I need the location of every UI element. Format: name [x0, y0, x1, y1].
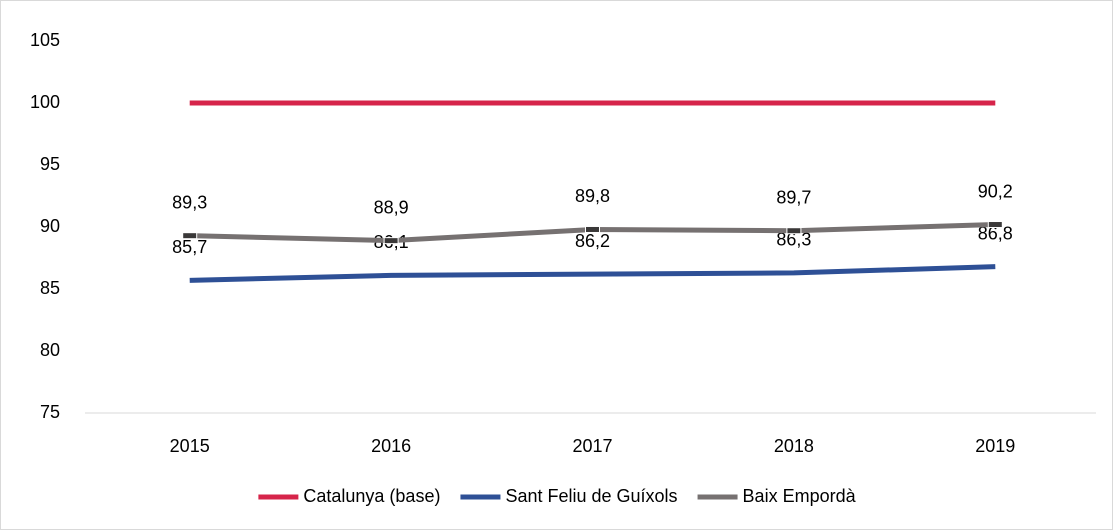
- point-marker: [585, 225, 600, 233]
- legend-label: Catalunya (base): [303, 486, 440, 506]
- x-tick-label: 2018: [774, 436, 814, 456]
- legend-item: Baix Empordà: [697, 486, 857, 506]
- legend-item: Catalunya (base): [258, 486, 440, 506]
- data-label: 89,3: [172, 192, 207, 212]
- y-tick-label: 105: [30, 30, 60, 50]
- y-tick-label: 100: [30, 92, 60, 112]
- x-tick-label: 2019: [975, 436, 1015, 456]
- y-tick-label: 75: [40, 402, 60, 422]
- data-label: 86,3: [776, 230, 811, 250]
- y-tick-label: 95: [40, 154, 60, 174]
- x-tick-label: 2017: [572, 436, 612, 456]
- data-label: 86,8: [978, 223, 1013, 243]
- data-label: 89,8: [575, 186, 610, 206]
- x-tick-label: 2015: [170, 436, 210, 456]
- point-marker: [786, 227, 802, 235]
- legend-label: Sant Feliu de Guíxols: [505, 486, 677, 506]
- y-tick-label: 90: [40, 216, 60, 236]
- data-label: 90,2: [978, 181, 1013, 201]
- y-tick-label: 85: [40, 278, 60, 298]
- point-marker: [182, 232, 198, 240]
- x-tick-label: 2016: [371, 436, 411, 456]
- legend-item: Sant Feliu de Guíxols: [460, 486, 678, 506]
- point-marker: [987, 221, 1003, 229]
- legend-label: Baix Empordà: [743, 486, 857, 506]
- point-marker: [383, 237, 399, 245]
- series-line: [189, 264, 996, 283]
- data-label: 88,9: [374, 197, 409, 217]
- data-label: 86,2: [575, 231, 610, 251]
- data-label: 89,7: [776, 187, 811, 207]
- data-label: 85,7: [172, 237, 207, 257]
- y-tick-label: 80: [40, 340, 60, 360]
